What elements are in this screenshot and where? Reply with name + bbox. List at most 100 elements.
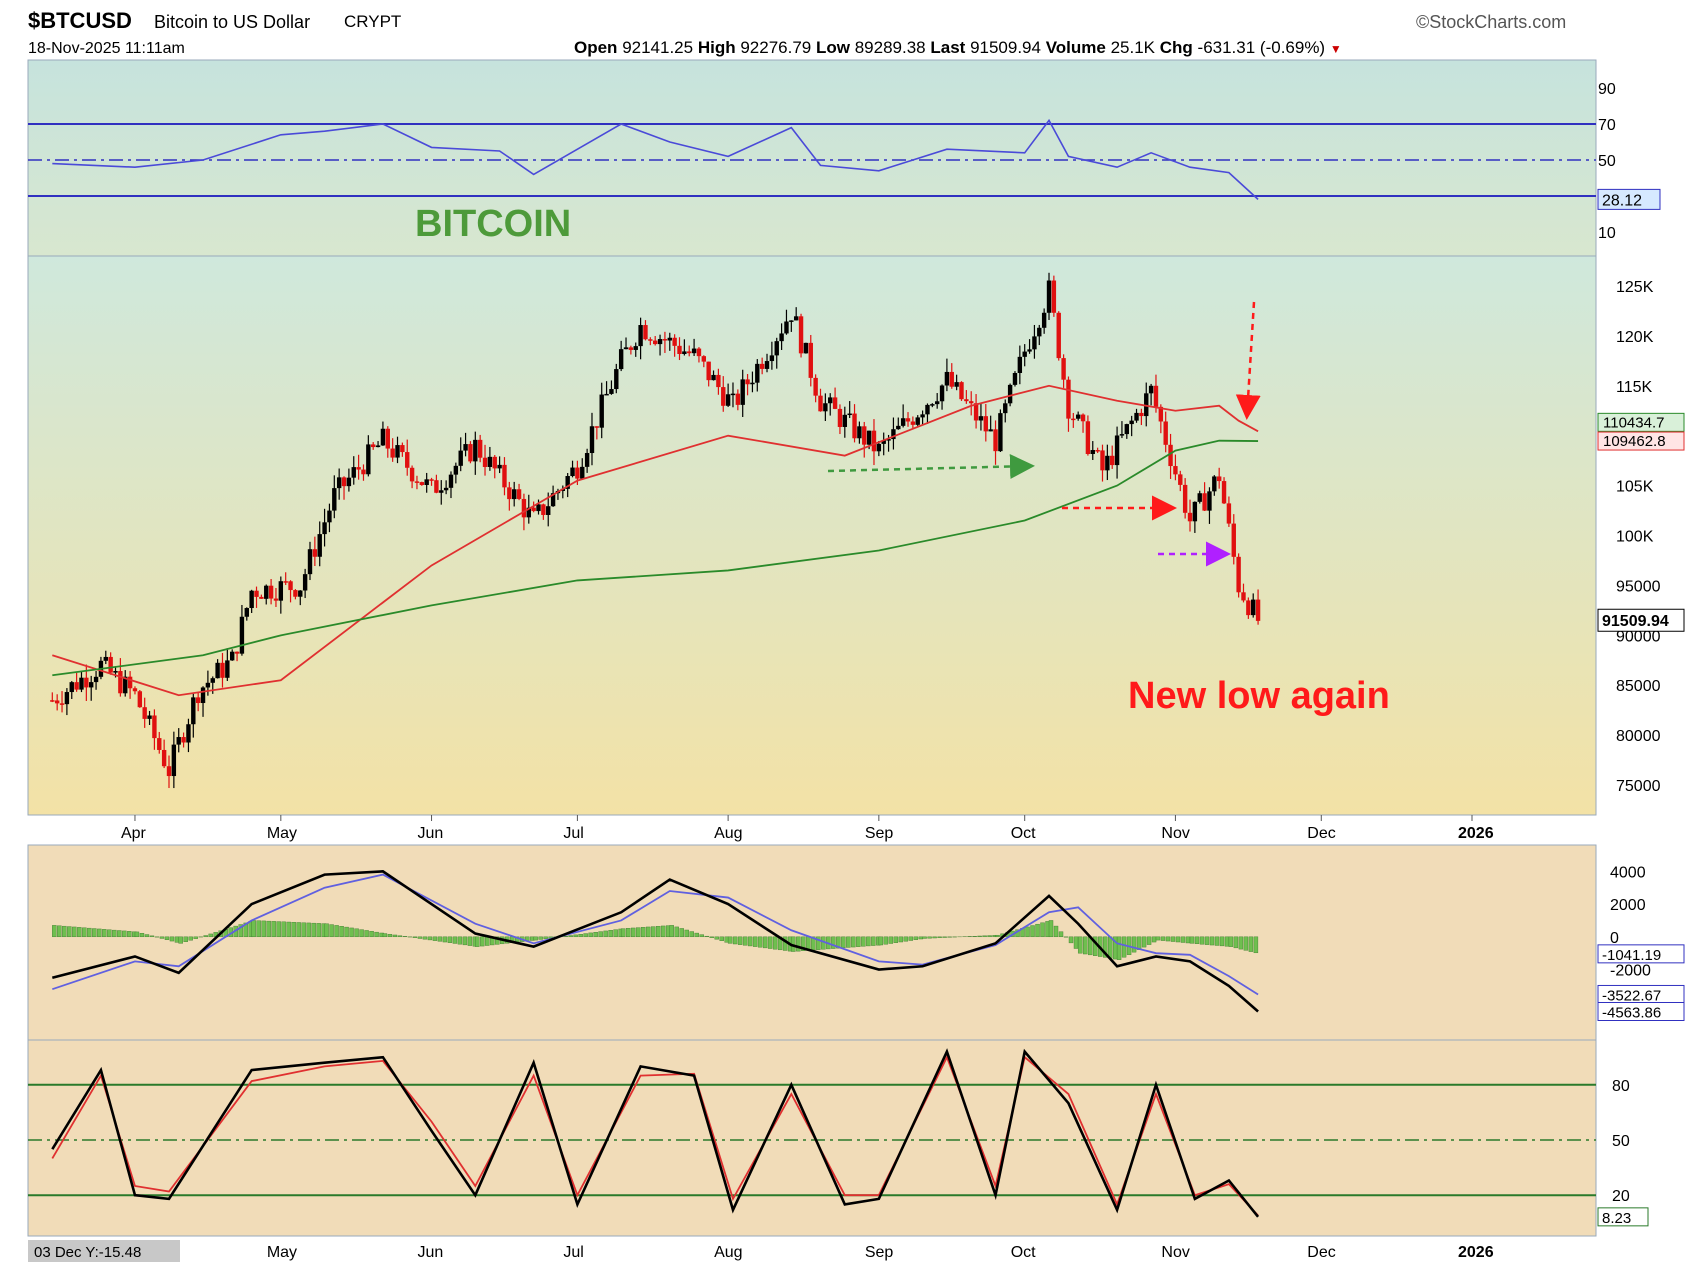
stoch-xtick-label: Jul xyxy=(563,1244,583,1261)
price-candle xyxy=(1051,275,1057,317)
macd-histogram-bar xyxy=(1073,936,1079,949)
price-candle xyxy=(973,394,979,429)
price-candle xyxy=(667,332,672,351)
candle-body xyxy=(993,429,998,452)
price-candle xyxy=(1012,371,1018,387)
price-candle xyxy=(623,337,629,350)
price-candle xyxy=(687,345,692,357)
macd-histogram-bar xyxy=(533,936,538,941)
candle-body xyxy=(273,598,279,601)
macd-histogram-bar xyxy=(699,934,704,938)
price-candle xyxy=(857,421,862,444)
macd-tick-label: 0 xyxy=(1610,930,1619,947)
macd-histogram-bar xyxy=(193,936,198,939)
price-candle xyxy=(69,681,74,700)
price-tick-label: 125K xyxy=(1616,279,1654,296)
price-candle xyxy=(1037,324,1042,346)
candle-body xyxy=(113,671,118,673)
macd-histogram-bar xyxy=(164,936,170,940)
macd-histogram-bar xyxy=(437,936,443,942)
price-panel xyxy=(27,255,1597,816)
price-candle xyxy=(1139,408,1144,426)
candle-body xyxy=(570,467,575,477)
candle-body xyxy=(502,464,507,488)
price-candle xyxy=(239,604,245,656)
macd-histogram-bar xyxy=(1233,936,1239,949)
price-layer: 125K120K115K110K105K100K9500090000850008… xyxy=(50,272,1685,842)
macd-histogram-bar xyxy=(369,931,374,938)
price-candle xyxy=(774,337,779,369)
ma-fast-value-box xyxy=(1597,431,1685,451)
price-candle xyxy=(706,361,711,387)
price-candle xyxy=(507,481,512,511)
candle-body xyxy=(599,394,604,428)
candle-body xyxy=(327,510,332,523)
macd-histogram-bar xyxy=(97,928,102,938)
macd-histogram-bar xyxy=(251,920,256,938)
macd-histogram-bar xyxy=(1030,925,1035,938)
price-candle xyxy=(443,480,449,495)
candle-body xyxy=(1134,412,1139,421)
price-candle xyxy=(434,474,439,494)
candle-body xyxy=(701,356,707,362)
candle-body xyxy=(361,469,366,475)
macd-histogram-bar xyxy=(1155,936,1161,941)
candle-body xyxy=(546,506,551,515)
macd-histogram-bar xyxy=(593,932,598,938)
green-dashed-arrow xyxy=(827,453,1035,479)
price-candle xyxy=(1056,311,1061,361)
candle-body xyxy=(648,339,653,341)
rsi-tick-label: 90 xyxy=(1598,81,1616,98)
macd-tick-label: 4000 xyxy=(1610,864,1646,881)
price-candle xyxy=(249,589,254,613)
candle-body xyxy=(405,452,410,468)
macd-histogram-bar xyxy=(694,932,699,938)
macd-histogram-bar xyxy=(932,936,937,939)
price-candle xyxy=(764,353,770,373)
candle-body xyxy=(896,425,901,430)
candle-body xyxy=(934,401,940,405)
price-candle xyxy=(769,341,775,370)
candle-body xyxy=(847,413,852,416)
price-candle xyxy=(1216,467,1222,489)
macd-histogram-bar xyxy=(301,922,306,938)
macd-histogram-bar xyxy=(684,929,689,938)
macd-histogram-bar xyxy=(344,926,349,938)
price-tick-label: 105K xyxy=(1616,479,1654,496)
macd-histogram-bar xyxy=(1209,936,1215,946)
cursor-readout: 03 Dec Y:-15.48 xyxy=(34,1244,141,1261)
candle-body xyxy=(837,408,843,427)
price-candle xyxy=(1095,447,1100,454)
macd-histogram-bar xyxy=(719,936,724,941)
macd-histogram-bar xyxy=(883,936,889,945)
macd-histogram-bar xyxy=(1224,936,1230,947)
candle-body xyxy=(249,590,254,609)
macd-histogram-bar xyxy=(329,924,334,938)
candle-body xyxy=(1012,372,1018,385)
candle-body xyxy=(687,351,692,354)
candle-body xyxy=(823,403,828,412)
price-candle xyxy=(580,458,585,480)
price-candle xyxy=(395,436,400,464)
ohlc-readout: Open 92141.25 High 92276.79 Low 89289.38… xyxy=(574,38,1342,58)
price-xtick-label: 2026 xyxy=(1458,825,1494,842)
candle-body xyxy=(1144,393,1149,417)
macd-histogram-bar xyxy=(1082,936,1088,955)
macd-histogram-bar xyxy=(57,925,62,938)
macd-histogram-bar xyxy=(52,925,57,938)
price-candle xyxy=(1085,415,1091,456)
macd-histogram-bar xyxy=(311,922,316,938)
date-stamp: 18-Nov-2025 11:11am xyxy=(28,40,185,57)
candle-body xyxy=(755,363,760,383)
candle-body xyxy=(575,467,580,479)
candle-body xyxy=(234,651,240,654)
price-candle xyxy=(511,481,517,507)
candle-body xyxy=(682,351,687,354)
macd-histogram-bar xyxy=(134,931,140,938)
candle-body xyxy=(1100,450,1105,471)
macd-histogram-bar xyxy=(316,923,321,938)
macd-histogram-bar xyxy=(732,936,738,945)
macd-histogram-bar xyxy=(727,936,733,944)
chart-header: $BTCUSD Bitcoin to US Dollar CRYPT ©Stoc… xyxy=(28,4,1588,60)
price-candle xyxy=(293,589,298,600)
